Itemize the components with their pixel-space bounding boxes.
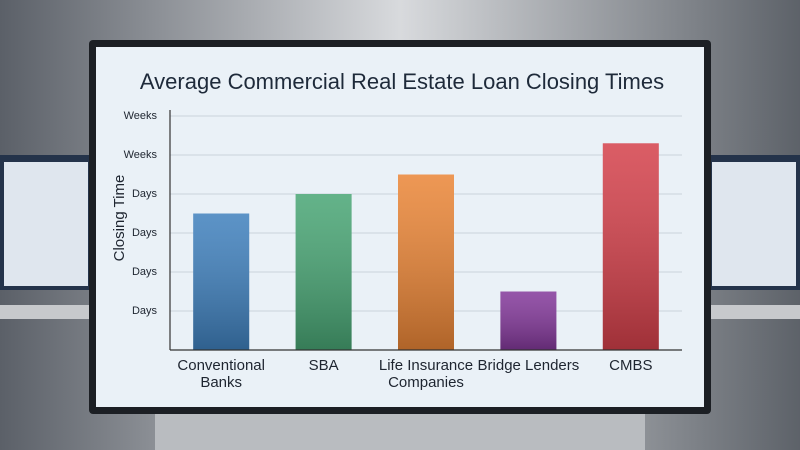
x-tick-label: Life Insurance Companies	[378, 357, 474, 391]
x-tick-label: SBA	[308, 357, 339, 374]
y-tick-label: Weeks	[124, 149, 158, 161]
bar-shade	[500, 291, 557, 350]
y-axis-label: Closing Time	[111, 175, 128, 262]
side-screen-right	[712, 162, 796, 286]
stand	[155, 410, 645, 450]
y-tick-label: Days	[132, 266, 158, 278]
x-tick-label: CMBS	[609, 357, 653, 374]
bar-shade	[602, 143, 659, 350]
bar-shade	[295, 194, 352, 350]
chart-title: Average Commercial Real Estate Loan Clos…	[140, 69, 664, 94]
y-tick-label: Days	[132, 305, 158, 317]
y-tick-label: Days	[132, 227, 158, 239]
x-tick-label: Bridge Lenders	[477, 357, 580, 374]
x-tick-label: Conventional Banks	[177, 357, 265, 391]
bar-shade	[398, 174, 454, 350]
y-tick-label: Weeks	[124, 110, 158, 122]
y-tick-label: Days	[132, 188, 158, 200]
bar-shade	[193, 213, 250, 350]
side-screen-left	[4, 162, 88, 286]
plot: Days Days Days Days Weeks Weeks	[124, 110, 682, 350]
